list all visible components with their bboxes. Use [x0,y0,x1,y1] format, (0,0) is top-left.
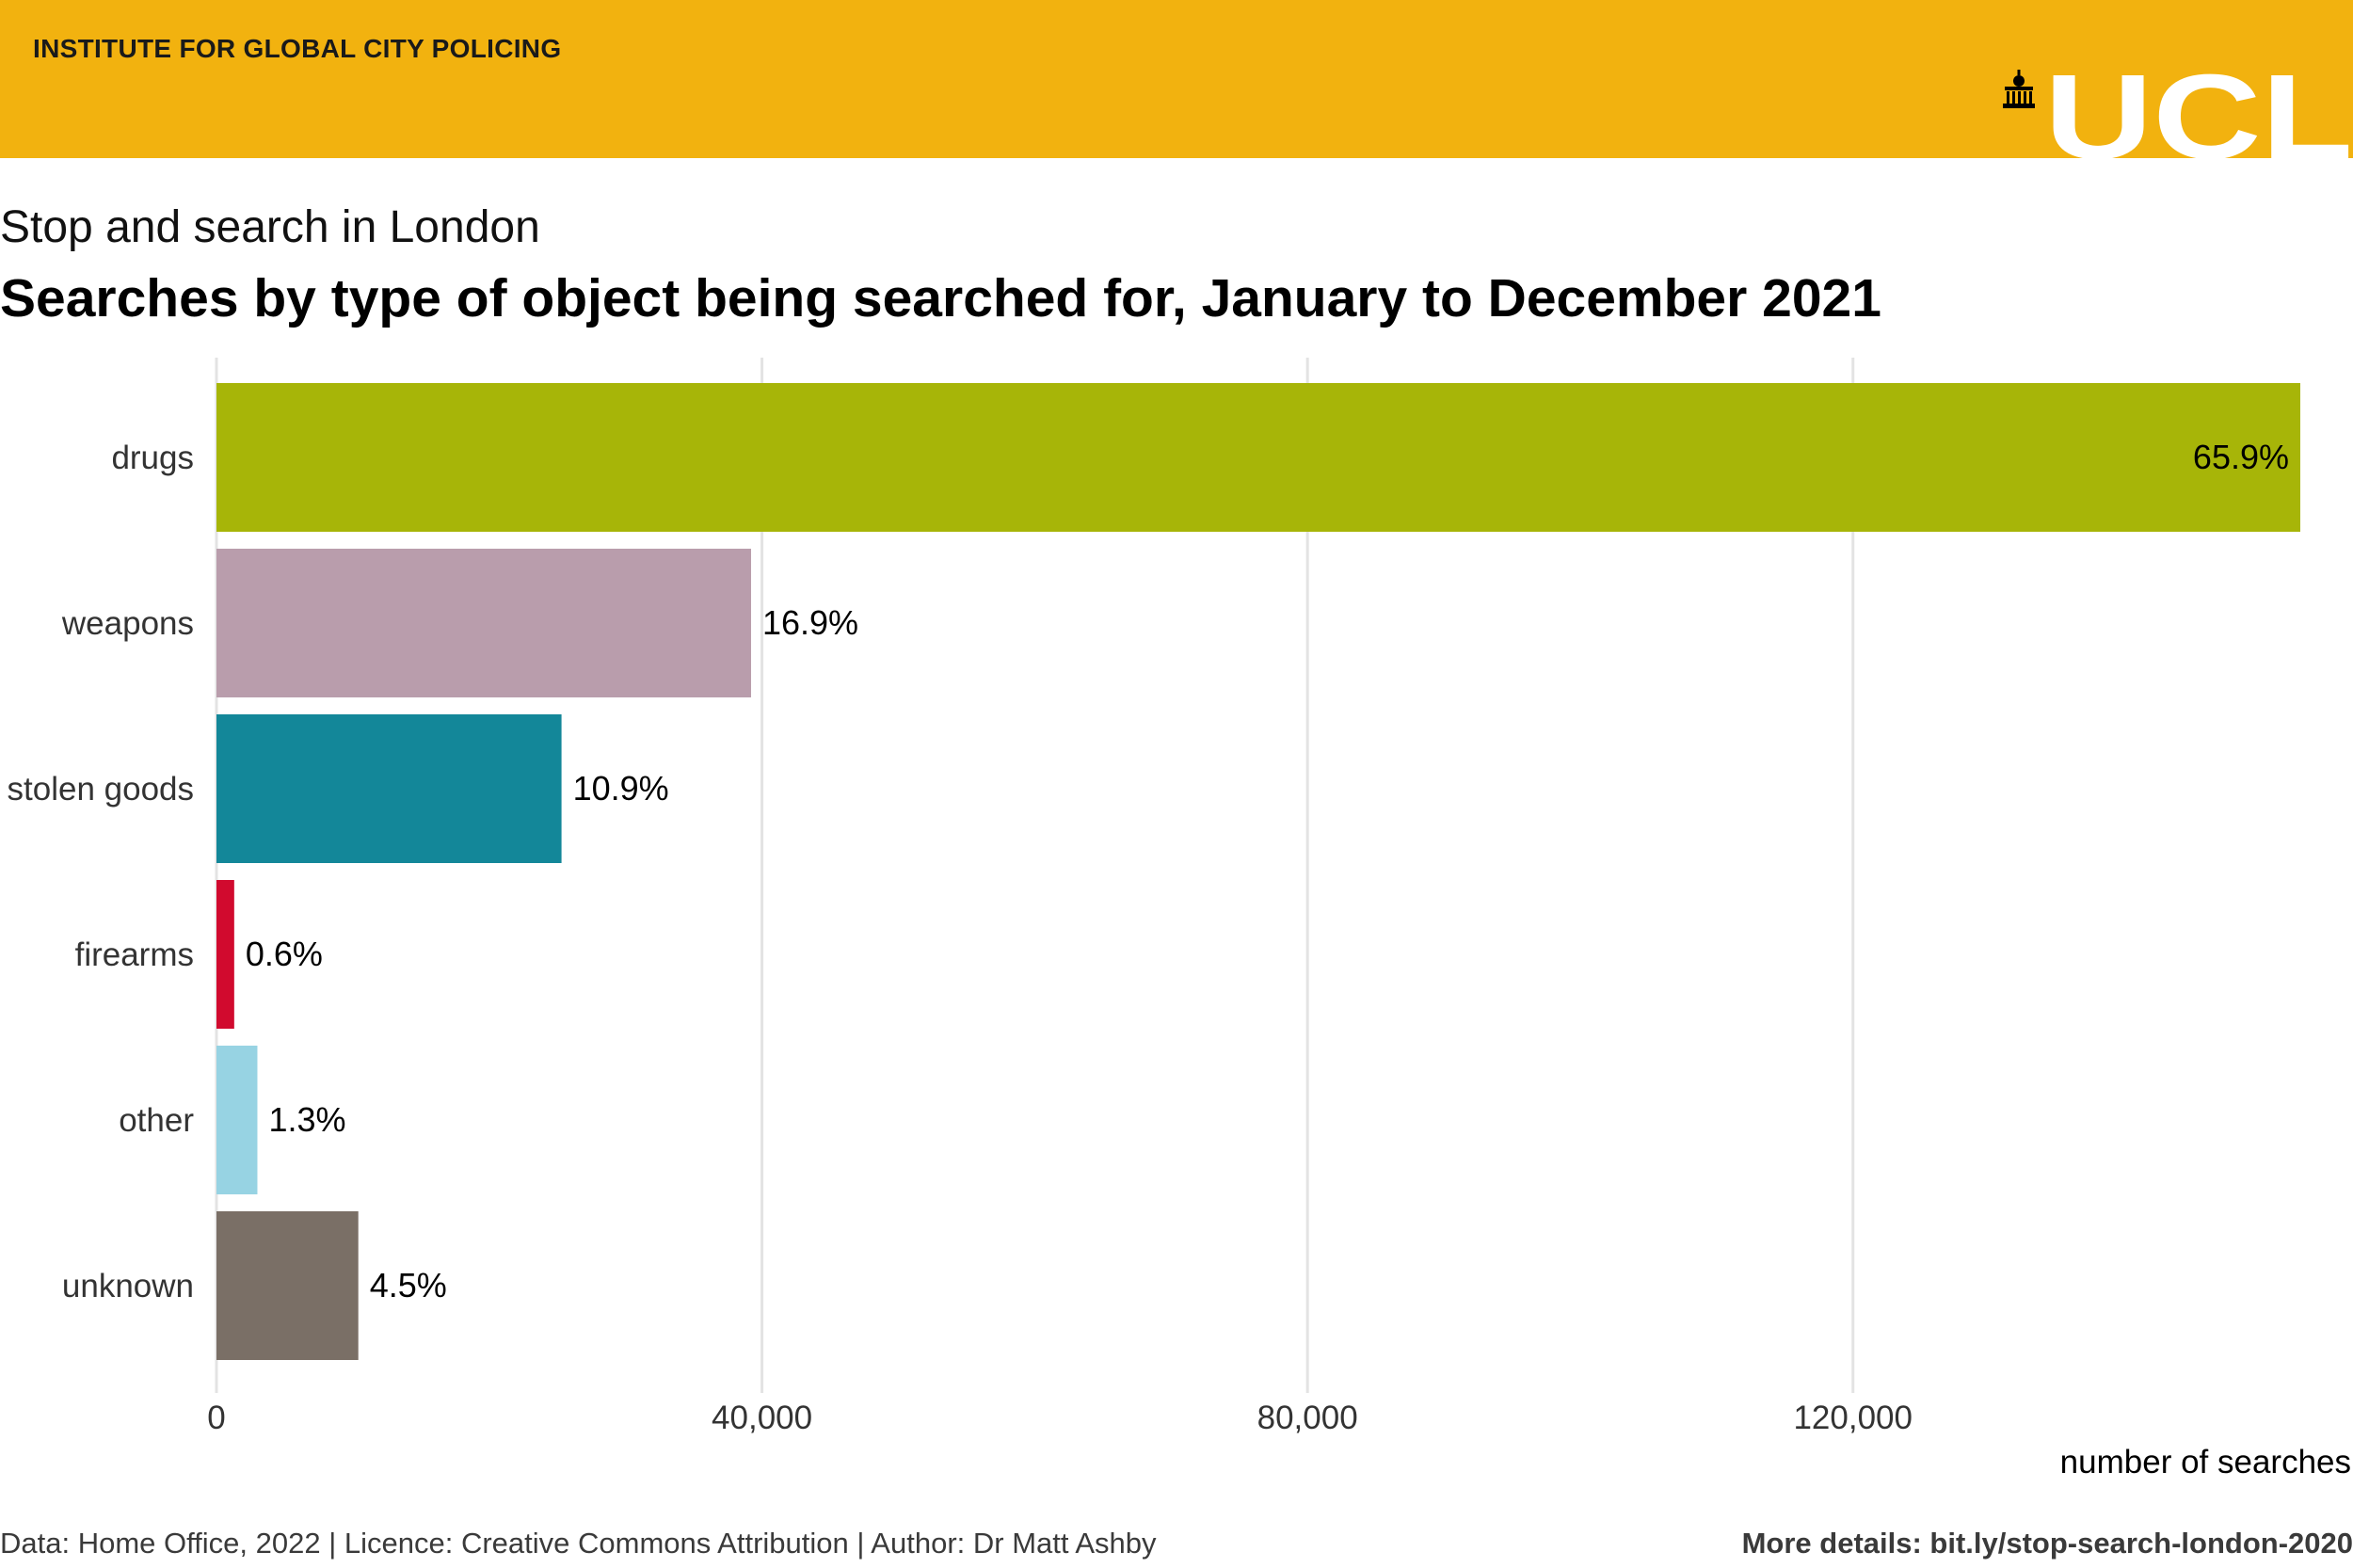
footer-link[interactable]: More details: bit.ly/stop-search-london-… [1741,1527,2353,1560]
x-tick-label: 120,000 [1793,1400,1913,1436]
bar-unknown [216,1211,359,1360]
institute-name: INSTITUTE FOR GLOBAL CITY POLICING [33,34,562,63]
category-label: other [119,1102,194,1139]
bar-drugs [216,383,2300,532]
value-label: 16.9% [762,603,858,642]
category-label: unknown [62,1268,194,1304]
logo-text: UCL [2044,66,2353,158]
header-banner: INSTITUTE FOR GLOBAL CITY POLICING UCL [0,0,2353,158]
value-label: 4.5% [370,1266,447,1304]
x-tick-label: 80,000 [1257,1400,1358,1436]
value-label: 1.3% [268,1100,345,1139]
x-tick-label: 0 [207,1400,225,1436]
bars [216,383,2300,1360]
value-label: 65.9% [2193,438,2289,476]
value-label: 0.6% [246,935,323,973]
value-label: 10.9% [573,769,669,808]
value-labels: 65.9% 16.9% 10.9% 0.6% 1.3% 4.5% [246,438,2289,1304]
bar-firearms [216,880,234,1029]
category-label: firearms [75,936,194,973]
chart-title: Searches by type of object being searche… [0,268,1881,328]
category-labels: drugs weapons stolen goods firearms other unk… [8,440,195,1304]
x-tick-label: 40,000 [712,1400,812,1436]
x-axis-title: number of searches [2060,1444,2351,1480]
bar-stolen-goods [216,714,562,863]
bar-weapons [216,549,751,697]
category-label: stolen goods [8,771,194,808]
footer-credits: Data: Home Office, 2022 | Licence: Creat… [0,1527,1157,1560]
category-label: weapons [61,605,194,642]
ucl-logo: UCL [2003,66,2353,158]
category-label: drugs [111,440,194,476]
gridlines [215,358,1855,1393]
chart-subtitle: Stop and search in London [0,202,540,252]
bar-other [216,1046,258,1194]
portico-icon [2003,70,2035,108]
x-tick-labels: 0 40,000 80,000 120,000 [207,1400,1913,1436]
